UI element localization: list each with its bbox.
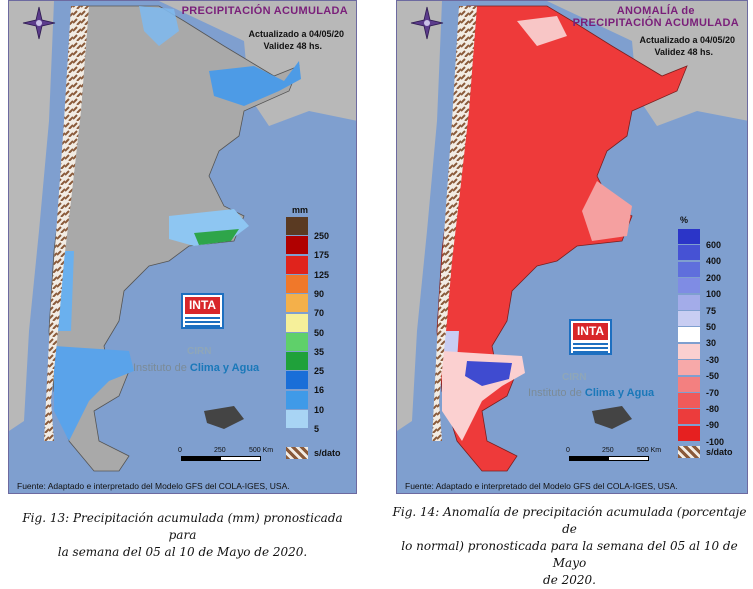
anomaly-map xyxy=(397,1,747,472)
legend-swatch xyxy=(678,229,700,244)
anomaly-zone-north xyxy=(517,16,567,46)
precip-zone-patagonia xyxy=(54,346,134,441)
institute-name: Instituto de Clima y Agua xyxy=(133,362,260,374)
figure-14-caption: Fig. 14: Anomalía de precipitación acumu… xyxy=(392,505,747,587)
map2-source: Fuente: Adaptado e interpretado del Mode… xyxy=(405,481,678,491)
legend-swatch xyxy=(678,261,700,277)
legend-label: -80 xyxy=(706,404,720,414)
anomaly-map-panel: ANOMALÍA de PRECIPITACIÓN ACUMULADA Actu… xyxy=(396,0,748,494)
legend-label: -50 xyxy=(706,371,720,382)
legend-label: -30 xyxy=(706,354,720,365)
legend-swatch xyxy=(286,217,308,235)
legend-swatch xyxy=(286,390,308,409)
map1-updated: Actualizado a 04/05/20 xyxy=(248,29,344,39)
precipitation-map xyxy=(9,1,356,472)
map1-validity: Validez 48 hs. xyxy=(263,41,322,51)
inta-logo: INTA xyxy=(569,319,612,355)
legend-swatch xyxy=(678,376,700,392)
legend-swatch xyxy=(286,255,308,274)
anomaly-zone-positive xyxy=(465,361,512,386)
legend-label: -90 xyxy=(706,420,720,431)
legend-label: 50 xyxy=(706,322,717,332)
legend-label: 50 xyxy=(314,327,325,338)
legend-swatch xyxy=(678,245,700,261)
map2-nodata-label: s/dato xyxy=(706,447,733,457)
legend-swatch xyxy=(678,327,700,343)
legend-swatch xyxy=(678,360,700,376)
legend-label: 16 xyxy=(314,385,325,396)
legend-swatch xyxy=(286,274,308,293)
legend-swatch xyxy=(286,294,308,313)
legend-swatch xyxy=(678,343,700,359)
figure-13-caption: Fig. 13: Precipitación acumulada (mm) pr… xyxy=(22,511,343,559)
anomaly-zone-light xyxy=(582,181,632,241)
precip-zone-northeast xyxy=(209,61,301,106)
cirn-logo: CIRN xyxy=(187,346,212,357)
map1-source: Fuente: Adaptado e interpretado del Mode… xyxy=(17,481,290,491)
legend-label: 75 xyxy=(706,305,717,316)
precip-zone-green xyxy=(194,229,239,245)
inta-logo: INTA xyxy=(181,293,224,329)
legend-swatch xyxy=(678,393,700,408)
legend-label: 70 xyxy=(314,308,325,319)
legend-swatch xyxy=(678,425,700,441)
legend-label: 125 xyxy=(314,269,330,280)
compass-rose-icon xyxy=(22,6,56,40)
compass-rose-icon xyxy=(410,6,444,40)
legend-swatch xyxy=(678,278,700,294)
legend-label: 10 xyxy=(314,404,325,415)
malvinas-islands xyxy=(204,406,244,429)
legend-label: 175 xyxy=(314,250,330,261)
legend-label: 35 xyxy=(314,346,325,357)
precip-zone-north xyxy=(139,6,179,46)
map2-title: ANOMALÍA de PRECIPITACIÓN ACUMULADA xyxy=(572,5,739,29)
legend-label: -100 xyxy=(706,436,725,447)
legend-swatch xyxy=(286,313,308,332)
legend-label: 600 xyxy=(706,240,722,250)
legend-label: 400 xyxy=(706,256,722,267)
malvinas-islands xyxy=(592,406,632,429)
nodata-andes xyxy=(44,6,89,441)
map1-title: PRECIPITACIÓN ACUMULADA xyxy=(181,5,348,17)
chile-land xyxy=(9,1,54,431)
chile-land xyxy=(397,1,442,431)
legend-swatch xyxy=(678,311,700,326)
legend-label: -70 xyxy=(706,387,720,398)
legend-label: 250 xyxy=(314,231,330,241)
nodata-swatch xyxy=(286,447,308,459)
inta-logo-text: INTA xyxy=(573,323,608,340)
inta-logo-text: INTA xyxy=(185,297,220,314)
legend-label: 90 xyxy=(314,288,325,299)
precipitation-map-panel: PRECIPITACIÓN ACUMULADA Actualizado a 04… xyxy=(8,0,357,494)
argentina-anomaly xyxy=(436,5,688,472)
legend-label: 100 xyxy=(706,289,722,300)
legend-label: 5 xyxy=(314,424,320,434)
legend-swatch xyxy=(286,410,308,428)
map1-nodata-label: s/dato xyxy=(314,448,341,458)
legend-swatch xyxy=(286,371,308,390)
legend-swatch xyxy=(286,352,308,371)
cirn-logo: CIRN xyxy=(562,372,587,383)
nodata-andes xyxy=(432,6,477,441)
legend-label: 25 xyxy=(314,366,325,377)
legend-swatch xyxy=(286,332,308,351)
legend-label: 200 xyxy=(706,272,722,283)
legend-label: 30 xyxy=(706,338,717,349)
nodata-swatch xyxy=(678,446,700,458)
map2-updated: Actualizado a 04/05/20 xyxy=(639,35,735,45)
legend-swatch xyxy=(286,236,308,255)
legend-swatch xyxy=(678,409,700,425)
map2-validity: Validez 48 hs. xyxy=(654,47,713,57)
legend-swatch xyxy=(678,294,700,310)
map1-legend-unit: mm xyxy=(292,205,309,215)
map2-legend-unit: % xyxy=(680,215,689,225)
institute-name: Instituto de Clima y Agua xyxy=(528,387,655,399)
